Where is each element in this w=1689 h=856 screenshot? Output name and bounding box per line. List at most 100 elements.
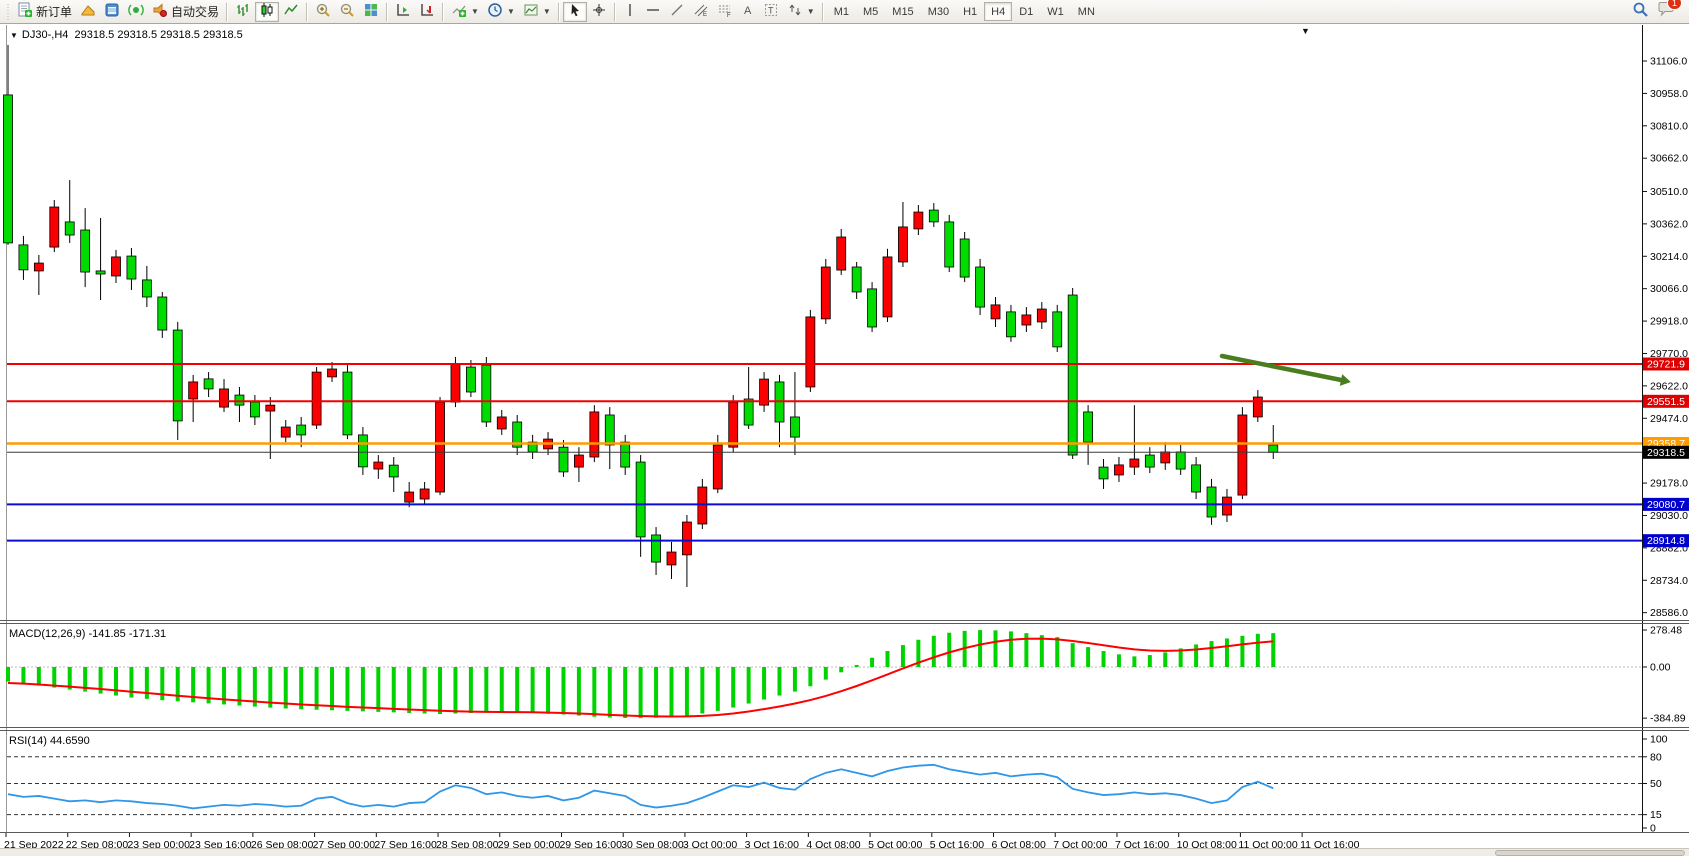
bar-chart-type-button[interactable] bbox=[231, 2, 255, 22]
price-badge bbox=[1643, 394, 1689, 408]
arrows-tool-button[interactable]: ▼ bbox=[783, 2, 819, 22]
chart-window: 31106.0 30958.0 30810.0 30662.0 30510.0 30362… bbox=[0, 25, 1689, 848]
auto-scroll-button[interactable] bbox=[415, 2, 439, 22]
crosshair-icon bbox=[591, 2, 607, 21]
trendline-tool-button[interactable] bbox=[665, 2, 689, 22]
autotrade-icon bbox=[152, 2, 168, 21]
horizontal-scrollbar[interactable] bbox=[0, 848, 1689, 856]
cursor-icon bbox=[567, 2, 583, 21]
fibonacci-tool-button[interactable]: F bbox=[713, 2, 737, 22]
market-watch-icon bbox=[104, 2, 120, 21]
navigator-button[interactable] bbox=[124, 2, 148, 22]
macd-indicator-title: MACD(12,26,9) -141.85 -171.31 bbox=[9, 628, 167, 640]
svg-text:50: 50 bbox=[1650, 778, 1662, 790]
svg-text:30066.0: 30066.0 bbox=[1650, 283, 1688, 295]
horizontal-line-objects[interactable] bbox=[7, 362, 1642, 542]
svg-text:26 Sep 08:00: 26 Sep 08:00 bbox=[251, 839, 314, 848]
templates-button[interactable]: ▼ bbox=[519, 2, 555, 22]
crosshair-tool-button[interactable] bbox=[587, 2, 611, 22]
dropdown-caret-icon: ▼ bbox=[542, 7, 551, 16]
chart-shift-button[interactable] bbox=[391, 2, 415, 22]
zoom-out-button[interactable] bbox=[335, 2, 359, 22]
toolbar-separator bbox=[226, 2, 229, 21]
text-label-tool-button[interactable]: T bbox=[759, 2, 783, 22]
svg-text:5 Oct 16:00: 5 Oct 16:00 bbox=[930, 839, 984, 848]
timeframe-button-m5[interactable]: M5 bbox=[856, 2, 885, 21]
chart-shift-icon bbox=[395, 2, 411, 21]
toolbar-separator bbox=[613, 2, 616, 21]
timeframe-button-m1[interactable]: M1 bbox=[827, 2, 856, 21]
equidistant-channel-icon: E bbox=[693, 2, 709, 21]
text-tool-button[interactable]: A bbox=[737, 2, 759, 22]
fibonacci-icon: F bbox=[717, 2, 733, 21]
timeframe-button-d1[interactable]: D1 bbox=[1012, 2, 1040, 21]
chart-title-quotes: 29318.5 29318.5 29318.5 29318.5 bbox=[74, 29, 243, 41]
svg-text:27 Sep 00:00: 27 Sep 00:00 bbox=[313, 839, 376, 848]
svg-text:7 Oct 00:00: 7 Oct 00:00 bbox=[1053, 839, 1107, 848]
channel-tool-button[interactable]: E bbox=[689, 2, 713, 22]
svg-text:15: 15 bbox=[1650, 809, 1662, 821]
svg-text:29 Sep 00:00: 29 Sep 00:00 bbox=[498, 839, 561, 848]
zoom-in-button[interactable] bbox=[311, 2, 335, 22]
vertical-line-icon bbox=[623, 2, 637, 21]
svg-text:31106.0: 31106.0 bbox=[1650, 56, 1687, 68]
timeframes-menu-button[interactable]: ▼ bbox=[483, 2, 519, 22]
scrollbar-thumb[interactable] bbox=[1495, 850, 1685, 856]
timeframe-button-h1[interactable]: H1 bbox=[956, 2, 984, 21]
autotrade-button[interactable]: 自动交易 bbox=[148, 2, 223, 22]
timeframe-button-m30[interactable]: M30 bbox=[921, 2, 956, 21]
candle-chart-type-button[interactable] bbox=[255, 1, 280, 22]
svg-text:5 Oct 00:00: 5 Oct 00:00 bbox=[868, 839, 922, 848]
svg-text:29 Sep 16:00: 29 Sep 16:00 bbox=[559, 839, 622, 848]
notification-count-badge: 1 bbox=[1666, 0, 1682, 10]
text-label-icon: T bbox=[763, 2, 779, 21]
svg-text:80: 80 bbox=[1650, 751, 1662, 763]
svg-text:11 Oct 16:00: 11 Oct 16:00 bbox=[1300, 839, 1360, 848]
indicators-button[interactable]: ▼ bbox=[447, 2, 483, 22]
timeframe-button-w1[interactable]: W1 bbox=[1040, 2, 1071, 21]
cursor-tool-button[interactable] bbox=[562, 1, 587, 22]
navigator-icon bbox=[128, 2, 144, 21]
svg-text:-384.89: -384.89 bbox=[1650, 713, 1686, 725]
svg-text:30810.0: 30810.0 bbox=[1650, 120, 1688, 132]
svg-text:30214.0: 30214.0 bbox=[1650, 251, 1688, 263]
timeframe-button-m15[interactable]: M15 bbox=[885, 2, 920, 21]
tile-windows-button[interactable] bbox=[359, 2, 383, 22]
toolbar-separator bbox=[442, 2, 445, 21]
dropdown-caret-icon: ▼ bbox=[806, 7, 815, 16]
dropdown-caret-icon: ▼ bbox=[471, 7, 479, 16]
search-icon[interactable] bbox=[1632, 1, 1649, 23]
trend-arrow-object[interactable] bbox=[1219, 353, 1351, 386]
svg-text:30362.0: 30362.0 bbox=[1650, 218, 1688, 230]
symbol-dropdown-icon[interactable]: ▼ bbox=[10, 31, 18, 40]
price-axis[interactable]: 31106.0 30958.0 30810.0 30662.0 30510.0 30362… bbox=[1642, 56, 1688, 620]
svg-text:7 Oct 16:00: 7 Oct 16:00 bbox=[1115, 839, 1169, 848]
market-watch-button[interactable] bbox=[100, 2, 124, 22]
macd-signal-line bbox=[7, 637, 1274, 718]
time-axis[interactable]: 21 Sep 2022 22 Sep 08:00 23 Sep 00:00 23 Se… bbox=[4, 833, 1360, 848]
arrows-icon bbox=[787, 2, 803, 21]
toolbar-grip bbox=[6, 3, 11, 20]
rsi-indicator-title: RSI(14) 44.6590 bbox=[9, 735, 90, 747]
horizontal-line-tool-button[interactable] bbox=[641, 2, 665, 22]
timeframe-button-mn[interactable]: MN bbox=[1071, 2, 1102, 21]
new-order-icon bbox=[17, 2, 33, 21]
zoom-in-icon bbox=[315, 2, 331, 21]
dropdown-caret-icon: ▼ bbox=[506, 7, 515, 16]
svg-text:30958.0: 30958.0 bbox=[1650, 88, 1688, 100]
svg-text:29551.5: 29551.5 bbox=[1647, 396, 1685, 408]
timeframe-button-h4[interactable]: H4 bbox=[984, 2, 1013, 21]
chart-profile-button[interactable] bbox=[76, 2, 100, 22]
chart-title-symbol: DJ30-,H4 bbox=[21, 29, 69, 41]
new-order-button[interactable]: 新订单 bbox=[13, 2, 76, 22]
chart-title: ▼ DJ30-,H4 29318.5 29318.5 29318.5 29318.… bbox=[10, 29, 243, 41]
notifications-button[interactable]: 1 bbox=[1657, 0, 1682, 22]
chart-canvas[interactable]: 31106.0 30958.0 30810.0 30662.0 30510.0 30362… bbox=[0, 25, 1689, 848]
vertical-line-tool-button[interactable] bbox=[619, 2, 641, 22]
bar-chart-icon bbox=[235, 2, 251, 21]
svg-text:E: E bbox=[703, 12, 707, 18]
macd-panel: 278.48 0.00 -384.89 bbox=[6, 625, 1686, 725]
svg-text:29318.5: 29318.5 bbox=[1647, 447, 1685, 459]
line-chart-type-button[interactable] bbox=[279, 2, 303, 22]
